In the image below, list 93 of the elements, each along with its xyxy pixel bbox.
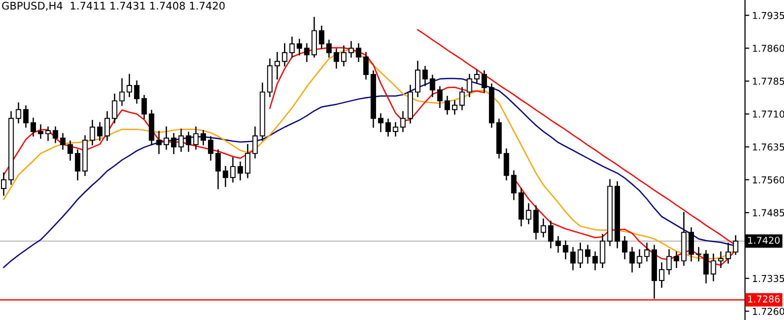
candlestick	[555, 236, 561, 253]
candlestick	[60, 133, 66, 150]
candlestick	[296, 38, 302, 56]
candlestick	[703, 250, 709, 284]
y-tick-label: 1.7485	[752, 209, 784, 216]
candlestick	[208, 136, 214, 161]
y-tick-label: 1.7260	[752, 308, 784, 315]
candlestick	[318, 26, 324, 49]
candlestick	[459, 87, 465, 110]
y-tick-label: 1.7935	[752, 12, 784, 20]
candlestick	[726, 242, 731, 264]
y-tick-label: 1.7560	[752, 176, 784, 184]
candlestick	[437, 86, 443, 108]
candlestick	[696, 247, 702, 262]
candlestick	[674, 251, 680, 268]
candlestick	[244, 144, 250, 178]
candlestick	[334, 48, 340, 69]
candlestick	[134, 80, 140, 104]
candlestick	[38, 124, 44, 139]
candlestick	[578, 242, 584, 268]
candlestick	[356, 43, 362, 62]
candlestick	[732, 235, 738, 255]
candlestick	[504, 148, 510, 180]
candlestick	[126, 74, 132, 98]
y-tick-label: 1.7860	[752, 44, 784, 52]
candlestick	[592, 251, 598, 270]
candlestick	[238, 162, 243, 180]
candlestick	[533, 205, 539, 240]
candlestick	[0, 172, 6, 196]
candlestick	[141, 94, 147, 119]
candlestick	[548, 220, 554, 248]
candlestick	[629, 247, 635, 272]
candlestick	[68, 140, 73, 161]
candlestick	[392, 122, 398, 137]
candlestick	[644, 242, 650, 262]
candlestick	[444, 96, 450, 115]
candlestick	[622, 236, 628, 260]
candlestick	[289, 36, 295, 58]
candlestick	[718, 251, 724, 268]
candlestick	[452, 100, 458, 115]
candlestick	[348, 41, 354, 58]
candlestick	[474, 70, 480, 84]
candlestick	[74, 149, 80, 180]
candlestick	[585, 244, 590, 264]
candlestick	[193, 126, 199, 150]
candlestick	[230, 157, 236, 183]
candlestick	[570, 247, 576, 270]
candlestick	[186, 132, 192, 152]
candlestick	[363, 52, 369, 80]
chart-title: GBPUSD,H4 1.7411 1.7431 1.7408 1.7420	[2, 2, 225, 11]
candlestick	[378, 113, 384, 132]
candlestick	[400, 111, 406, 132]
candlestick	[16, 102, 22, 124]
candlestick	[636, 249, 642, 268]
candlestick	[119, 78, 125, 106]
candlestick	[430, 74, 436, 98]
candlestick	[112, 94, 118, 124]
y-tick-label: 1.7335	[752, 274, 784, 282]
candlestick	[526, 203, 532, 224]
candlestick	[710, 254, 716, 282]
candlestick	[688, 227, 694, 262]
candlestick	[200, 130, 206, 146]
y-tick-label: 1.7710	[752, 110, 784, 118]
y-tick-label: 1.7635	[752, 143, 784, 151]
candlestick	[658, 262, 664, 288]
candlestick	[540, 218, 546, 238]
candlestick	[304, 43, 310, 62]
candlestick	[215, 149, 221, 190]
ref-line-label: 1.7420	[748, 236, 780, 244]
y-tick-label: 1.7785	[752, 78, 784, 85]
candlestick	[341, 45, 346, 66]
candlestick	[171, 133, 176, 154]
candlestick	[482, 70, 487, 93]
candlestick	[97, 122, 103, 141]
candlestick	[90, 120, 96, 146]
candlestick	[282, 43, 288, 66]
ref-line-label: 1.7286	[748, 295, 780, 303]
candlestick	[385, 118, 391, 137]
candlestick	[562, 240, 568, 260]
candlestick	[30, 118, 36, 137]
candlestick	[274, 52, 280, 80]
candlestick	[600, 234, 606, 268]
candlestick	[164, 126, 170, 150]
candlestick	[178, 128, 184, 152]
candlestick	[104, 111, 110, 141]
candlestick	[511, 170, 517, 200]
candlestick	[23, 105, 29, 128]
candlestick	[466, 74, 472, 98]
candlestick	[222, 166, 228, 187]
candlestick	[326, 40, 332, 58]
candlestick	[422, 66, 428, 86]
candlestick	[666, 249, 672, 275]
candlestick	[415, 60, 420, 98]
